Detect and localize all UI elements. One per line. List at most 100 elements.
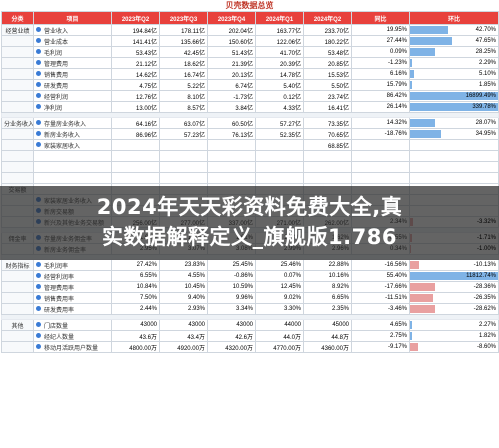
row-bullet-icon — [36, 262, 41, 267]
qoq-label: 34.95% — [475, 131, 496, 137]
yoy-cell: 2.75% — [351, 330, 410, 342]
yoy-cell — [351, 150, 410, 162]
row-bullet-icon — [36, 295, 41, 300]
qoq-label: 28.25% — [475, 49, 496, 55]
yoy-cell: -17.66% — [351, 281, 410, 293]
row-bullet-icon — [36, 71, 41, 76]
item-label: 毛利润 — [44, 50, 63, 57]
category-cell — [1, 79, 34, 91]
item-cell: 经纪人数量 — [33, 330, 112, 342]
value-cell: 63.07亿 — [159, 117, 208, 129]
qoq-label: -1.71% — [476, 235, 496, 241]
value-cell — [159, 150, 208, 162]
value-cell: 4800.00万 — [111, 341, 160, 353]
row-bullet-icon — [36, 333, 41, 338]
value-cell: 6.74亿 — [207, 79, 256, 91]
qoq-cell: -26.35% — [409, 292, 499, 304]
value-cell: 57.23亿 — [159, 128, 208, 140]
item-label: 毛利润率 — [44, 263, 69, 270]
qoq-cell: -8.60% — [409, 341, 499, 353]
category-cell — [1, 139, 34, 151]
value-cell: 14.62亿 — [111, 68, 160, 80]
value-cell: 57.27亿 — [255, 117, 304, 129]
yoy-cell: -9.17% — [351, 341, 410, 353]
value-cell: 9.40% — [159, 292, 208, 304]
qoq-label: 339.78% — [472, 104, 496, 110]
item-label: 经纪人数量 — [44, 334, 75, 341]
item-cell: 净利润 — [33, 101, 112, 113]
value-cell: 10.16% — [303, 270, 352, 282]
item-label: 研发费用率 — [44, 307, 75, 314]
value-cell: 9.96% — [207, 292, 256, 304]
category-cell — [1, 35, 34, 47]
table-row: 销售费用率 7.50% 9.40% 9.96% 9.02% 6.65% -11.51% -26… — [1, 292, 499, 304]
qoq-bar — [410, 332, 412, 340]
item-label: 新房业务收入 — [44, 132, 81, 139]
qoq-bar — [410, 92, 498, 100]
yoy-cell — [351, 139, 410, 151]
value-cell: 9.02% — [255, 292, 304, 304]
qoq-cell: 47.65% — [409, 35, 499, 47]
value-cell — [159, 139, 208, 151]
value-cell: 21.39亿 — [207, 57, 256, 69]
item-cell: 经营利润 — [33, 90, 112, 102]
table-row: 家装家居收入 68.85亿 — [1, 139, 499, 151]
category-cell: 其他 — [1, 319, 34, 331]
yoy-cell: -11.51% — [351, 292, 410, 304]
item-label: 营业成本 — [44, 39, 69, 46]
qoq-bar — [410, 305, 436, 313]
item-label: 门店数量 — [44, 323, 69, 330]
yoy-cell: 26.14% — [351, 101, 410, 113]
value-cell: 51.43亿 — [207, 46, 256, 58]
item-label: 存量房业务收入 — [44, 121, 87, 128]
value-cell — [111, 150, 160, 162]
value-cell: 43000 — [111, 319, 160, 331]
qoq-cell: 28.25% — [409, 46, 499, 58]
item-cell: 研发费用 — [33, 79, 112, 91]
value-cell: 4.75亿 — [111, 79, 160, 91]
col-header-item: 项目 — [33, 11, 112, 25]
qoq-label: -3.32% — [476, 219, 496, 225]
table-row — [1, 161, 499, 173]
value-cell: 163.77亿 — [255, 24, 304, 36]
value-cell: 16.74亿 — [159, 68, 208, 80]
table-row: 管理费用 21.12亿 18.62亿 21.39亿 20.39亿 20.85亿 -1.23%… — [1, 57, 499, 69]
value-cell: 122.06亿 — [255, 35, 304, 47]
value-cell — [111, 139, 160, 151]
qoq-cell — [409, 172, 499, 184]
qoq-bar — [410, 119, 435, 127]
row-bullet-icon — [36, 131, 41, 136]
col-header-2023q4: 2023年Q4 — [207, 11, 256, 25]
qoq-bar — [410, 81, 412, 89]
category-cell — [1, 46, 34, 58]
item-cell: 新房业务收入 — [33, 128, 112, 140]
qoq-cell: 42.70% — [409, 24, 499, 36]
value-cell: 23.83% — [159, 259, 208, 271]
value-cell: 5.50亿 — [303, 79, 352, 91]
value-cell — [255, 172, 304, 184]
qoq-label: -8.60% — [476, 344, 496, 350]
value-cell: 4.55% — [159, 270, 208, 282]
yoy-cell: -18.76% — [351, 128, 410, 140]
qoq-cell: 2.27% — [409, 319, 499, 331]
value-cell: 150.60亿 — [207, 35, 256, 47]
value-cell — [255, 161, 304, 173]
value-cell: 3.34% — [207, 303, 256, 315]
value-cell: 44000 — [255, 319, 304, 331]
table-row: 经营利润 12.76亿 8.10亿 -1.73亿 0.12亿 23.74亿 86.42% 16… — [1, 90, 499, 102]
row-bullet-icon — [36, 306, 41, 311]
col-header-2024q2: 2024年Q2 — [303, 11, 352, 25]
col-header-2024q1: 2024年Q1 — [255, 11, 304, 25]
qoq-bar — [410, 343, 418, 351]
qoq-cell: -10.13% — [409, 259, 499, 271]
yoy-cell: -3.46% — [351, 303, 410, 315]
value-cell: 27.42% — [111, 259, 160, 271]
value-cell: 20.85亿 — [303, 57, 352, 69]
value-cell: 43000 — [207, 319, 256, 331]
qoq-bar — [410, 59, 412, 67]
qoq-cell: -28.36% — [409, 281, 499, 293]
value-cell — [303, 150, 352, 162]
value-cell: 8.92% — [303, 281, 352, 293]
category-cell — [1, 303, 34, 315]
qoq-cell: 16899.49% — [409, 90, 499, 102]
